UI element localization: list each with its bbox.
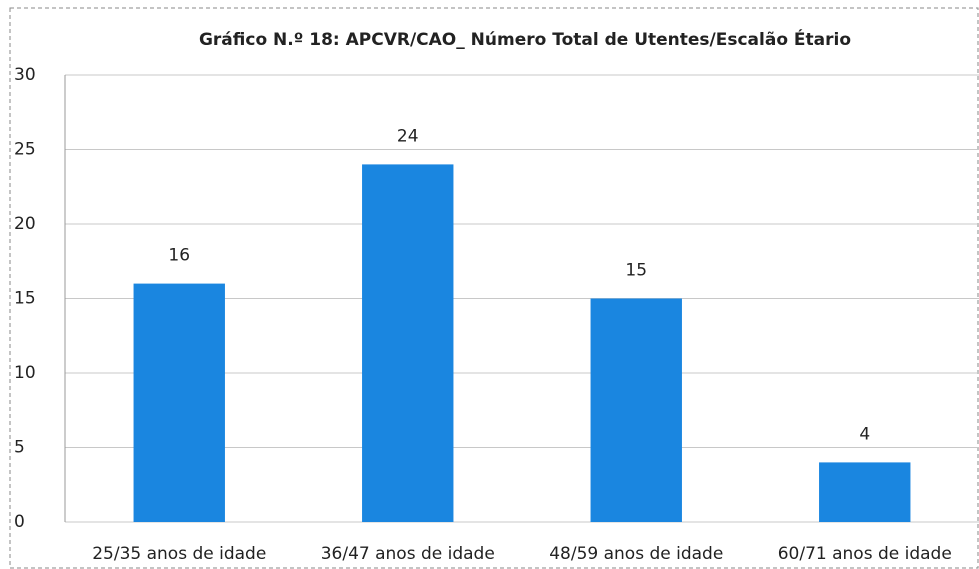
y-tick-label: 20 <box>14 214 36 234</box>
y-tick-label: 5 <box>14 438 25 458</box>
x-tick-label: 48/59 anos de idade <box>549 544 723 564</box>
chart-border <box>9 7 979 569</box>
bar <box>133 283 225 522</box>
bar <box>362 164 454 522</box>
chart-title: Gráfico N.º 18: APCVR/CAO_ Número Total … <box>199 28 851 50</box>
y-tick-label: 10 <box>14 363 36 383</box>
bar <box>590 298 682 522</box>
data-label: 16 <box>168 246 190 266</box>
y-tick-label: 30 <box>14 65 36 85</box>
y-tick-label: 0 <box>14 512 25 532</box>
y-tick-label: 25 <box>14 140 36 160</box>
data-label: 4 <box>859 424 870 444</box>
data-label: 24 <box>397 126 419 146</box>
bar <box>819 462 911 522</box>
y-tick-label: 15 <box>14 289 36 309</box>
data-label: 15 <box>625 261 647 281</box>
x-tick-label: 60/71 anos de idade <box>778 544 952 564</box>
x-tick-label: 25/35 anos de idade <box>92 544 266 564</box>
x-tick-label: 36/47 anos de idade <box>321 544 495 564</box>
